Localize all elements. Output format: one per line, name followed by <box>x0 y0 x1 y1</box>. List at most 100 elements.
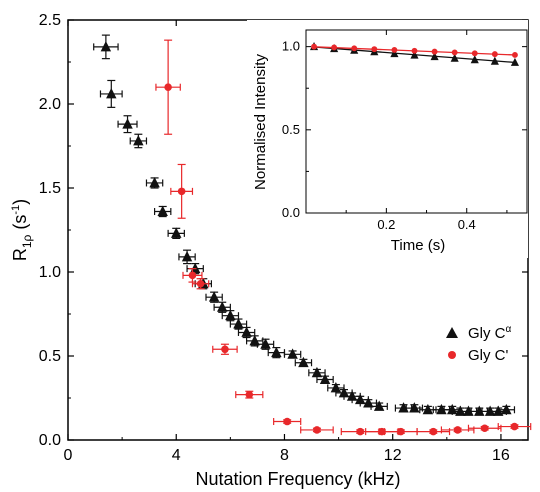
inset-data-marker-circle <box>391 47 398 53</box>
inset-x-axis-label: Time (s) <box>391 237 445 254</box>
inset-series-red <box>311 43 518 58</box>
data-point <box>93 34 119 60</box>
inset-data-marker-circle <box>491 51 498 58</box>
data-marker-triangle <box>501 403 512 415</box>
inset-data-marker-triangle <box>470 55 479 64</box>
data-point <box>383 427 418 436</box>
data-point <box>235 390 264 399</box>
y-tick-label: 0.5 <box>39 348 61 365</box>
inset-data-marker-circle <box>411 47 418 54</box>
data-marker-circle <box>221 345 229 354</box>
legend-label-gly-calpha: Gly Cα <box>468 324 512 342</box>
data-marker-triangle <box>157 205 168 216</box>
legend: Gly Cα Gly C' <box>446 324 512 364</box>
data-point <box>178 249 196 265</box>
data-point <box>497 403 516 415</box>
inset-data-marker-circle <box>331 44 338 51</box>
x-tick-label: 4 <box>172 447 181 464</box>
data-marker-triangle <box>122 118 133 129</box>
inset-y-tick-label: 1.0 <box>282 39 300 54</box>
data-point <box>273 417 302 426</box>
series-gly-c <box>155 39 532 436</box>
data-marker-circle <box>313 426 321 434</box>
y-axis-label-unit-open: (s <box>10 215 30 235</box>
inset-plot-frame <box>305 29 528 214</box>
data-point <box>370 400 388 411</box>
data-marker-triangle <box>241 326 252 337</box>
data-marker-triangle <box>208 291 220 302</box>
y-axis-label-unit-close: ) <box>10 199 30 205</box>
data-marker-triangle <box>463 405 474 416</box>
series-gly-c <box>93 34 516 416</box>
data-point <box>416 427 451 436</box>
data-marker-triangle <box>409 402 420 413</box>
x-tick-label: 0 <box>64 447 73 464</box>
data-marker-triangle <box>373 400 385 411</box>
data-point <box>117 115 138 134</box>
data-point <box>153 205 172 218</box>
data-point <box>497 422 532 431</box>
data-marker-triangle <box>260 338 271 349</box>
legend-marker-circle <box>448 351 456 359</box>
data-marker-triangle <box>338 387 350 398</box>
data-point <box>205 291 223 303</box>
y-tick-label: 1.5 <box>39 180 61 197</box>
data-marker-circle <box>429 427 438 436</box>
data-point <box>256 338 275 350</box>
data-point <box>170 163 194 219</box>
y-axis-label-unit-sup: -1 <box>10 205 22 215</box>
data-point <box>167 227 185 239</box>
data-point <box>237 326 256 339</box>
data-marker-triangle <box>422 403 434 415</box>
data-marker-triangle <box>474 405 485 416</box>
data-point <box>440 426 475 434</box>
data-marker-triangle <box>171 227 182 238</box>
inset-x-axis: 0.2 0.4 <box>345 30 508 232</box>
data-marker-circle <box>378 427 386 436</box>
y-tick-label: 0.0 <box>39 432 61 449</box>
data-point <box>470 405 489 416</box>
data-marker-triangle <box>149 177 160 188</box>
data-point <box>394 402 413 413</box>
y-tick-label: 1.0 <box>39 264 61 281</box>
data-marker-triangle <box>311 366 323 378</box>
inset-data-marker-triangle <box>390 49 399 58</box>
y-axis-label-sub: 1ρ <box>20 234 34 248</box>
data-marker-circle <box>164 83 172 91</box>
data-point <box>419 403 437 415</box>
data-marker-circle <box>283 417 291 426</box>
data-marker-triangle <box>181 250 193 262</box>
data-marker-circle <box>177 187 186 196</box>
inset-y-tick-label: 0.0 <box>282 205 300 220</box>
x-axis-label: Nutation Frequency (kHz) <box>195 469 400 489</box>
data-point <box>283 348 302 359</box>
data-point <box>316 373 334 384</box>
data-marker-triangle <box>233 318 244 329</box>
inset-data-marker-circle <box>311 43 317 50</box>
data-marker-triangle <box>189 262 201 274</box>
data-marker-circle <box>480 424 489 433</box>
data-point <box>212 343 238 355</box>
data-marker-triangle <box>271 346 282 358</box>
inset-data-marker-triangle <box>450 53 459 62</box>
inset-y-tick-label: 0.5 <box>282 122 300 137</box>
inset-data-marker-circle <box>512 52 518 58</box>
data-marker-triangle <box>346 390 358 401</box>
data-marker-triangle <box>330 381 342 393</box>
data-point <box>308 366 326 378</box>
legend-marker-triangle <box>446 327 458 338</box>
data-marker-triangle <box>319 373 331 384</box>
inset-data-marker-triangle <box>510 57 520 66</box>
inset-series-group <box>309 42 520 66</box>
data-marker-circle <box>397 427 405 436</box>
y-tick-label: 2.5 <box>39 12 61 29</box>
inset-plot: 0.2 0.4 0.0 0.5 1.0 Time (s) Normalised Int… <box>247 20 528 258</box>
data-marker-triangle <box>225 309 236 321</box>
data-point <box>467 424 502 433</box>
main-series-group <box>93 34 532 436</box>
data-marker-circle <box>453 426 462 434</box>
inset-data-marker-triangle <box>430 51 439 61</box>
main-y-axis: 0.0 0.5 1.0 1.5 2.0 2.5 <box>39 12 528 449</box>
inset-data-marker-triangle <box>490 56 499 65</box>
